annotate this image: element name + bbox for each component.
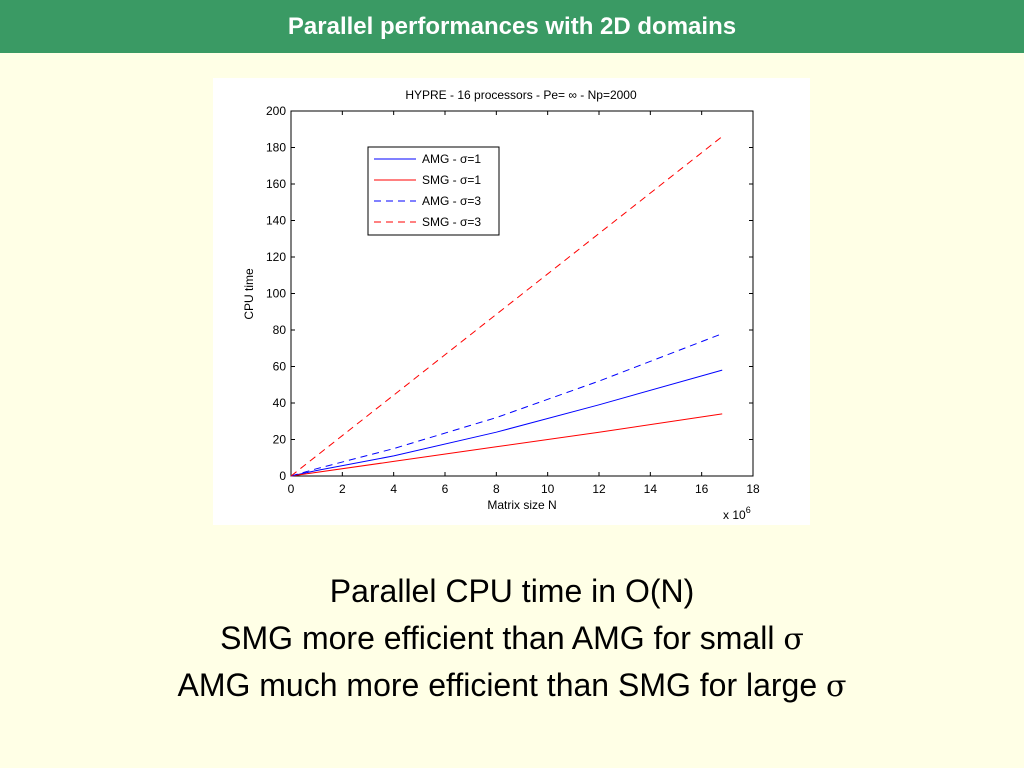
x-axis-multiplier: x 106 [723, 505, 751, 522]
caption-line-2: SMG more efficient than AMG for small σ [0, 615, 1024, 662]
legend-entry-label: AMG - σ=1 [422, 152, 481, 166]
chart-figure: HYPRE - 16 processors - Pe= ∞ - Np=2000 … [213, 78, 810, 525]
y-tick-label: 0 [279, 469, 286, 483]
slide-header-bar [0, 0, 1024, 53]
chart-legend: AMG - σ=1 SMG - σ=1 AMG - σ=3 SMG - σ=3 [367, 146, 500, 236]
x-tick-label: 2 [339, 482, 346, 496]
y-tick-label: 140 [266, 214, 286, 228]
sigma-symbol: σ [826, 669, 847, 704]
y-axis-ticks: 0 20 40 60 80 100 120 140 160 180 200 [266, 104, 753, 483]
x-tick-label: 4 [390, 482, 397, 496]
series-line [290, 413, 723, 477]
x-tick-label: 0 [288, 482, 295, 496]
x-tick-label: 10 [541, 482, 555, 496]
series-layer [290, 136, 723, 477]
x-tick-label: 12 [592, 482, 606, 496]
slide-caption: Parallel CPU time in O(N) SMG more effic… [0, 568, 1024, 709]
x-tick-label: 14 [644, 482, 658, 496]
y-tick-label: 200 [266, 104, 286, 118]
chart-title: HYPRE - 16 processors - Pe= ∞ - Np=2000 [405, 88, 637, 102]
x-axis-label: Matrix size N [487, 498, 556, 512]
x-tick-label: 18 [746, 482, 760, 496]
x-axis-ticks: 0 2 4 6 8 10 12 14 16 18 [288, 111, 760, 496]
y-tick-label: 180 [266, 141, 286, 155]
y-tick-label: 40 [273, 396, 287, 410]
caption-line-2-text: SMG more efficient than AMG for small [220, 620, 784, 656]
y-tick-label: 80 [273, 323, 287, 337]
x-axis-multiplier-exponent: 6 [746, 505, 751, 515]
y-tick-label: 120 [266, 250, 286, 264]
y-tick-label: 160 [266, 177, 286, 191]
slide-title: Parallel performances with 2D domains [287, 13, 737, 40]
series-line [290, 136, 723, 477]
legend-entry-label: SMG - σ=3 [422, 215, 481, 229]
sigma-symbol: σ [783, 622, 804, 657]
y-axis-label: CPU time [242, 268, 256, 320]
legend-entry-label: AMG - σ=3 [422, 194, 481, 208]
x-tick-label: 16 [695, 482, 709, 496]
legend-entry-label: SMG - σ=1 [422, 173, 481, 187]
x-tick-label: 6 [442, 482, 449, 496]
x-axis-multiplier-base: x 10 [723, 508, 746, 522]
caption-line-1: Parallel CPU time in O(N) [329, 573, 695, 609]
y-tick-label: 60 [273, 360, 287, 374]
series-line [290, 369, 723, 477]
x-tick-label: 8 [493, 482, 500, 496]
y-tick-label: 100 [266, 287, 286, 301]
caption-line-3-text: AMG much more efficient than SMG for lar… [177, 667, 827, 703]
legend-box [367, 146, 500, 236]
y-tick-label: 20 [273, 433, 287, 447]
line-chart: HYPRE - 16 processors - Pe= ∞ - Np=2000 … [242, 88, 760, 522]
series-line [290, 333, 723, 477]
caption-line-3: AMG much more efficient than SMG for lar… [0, 662, 1024, 709]
